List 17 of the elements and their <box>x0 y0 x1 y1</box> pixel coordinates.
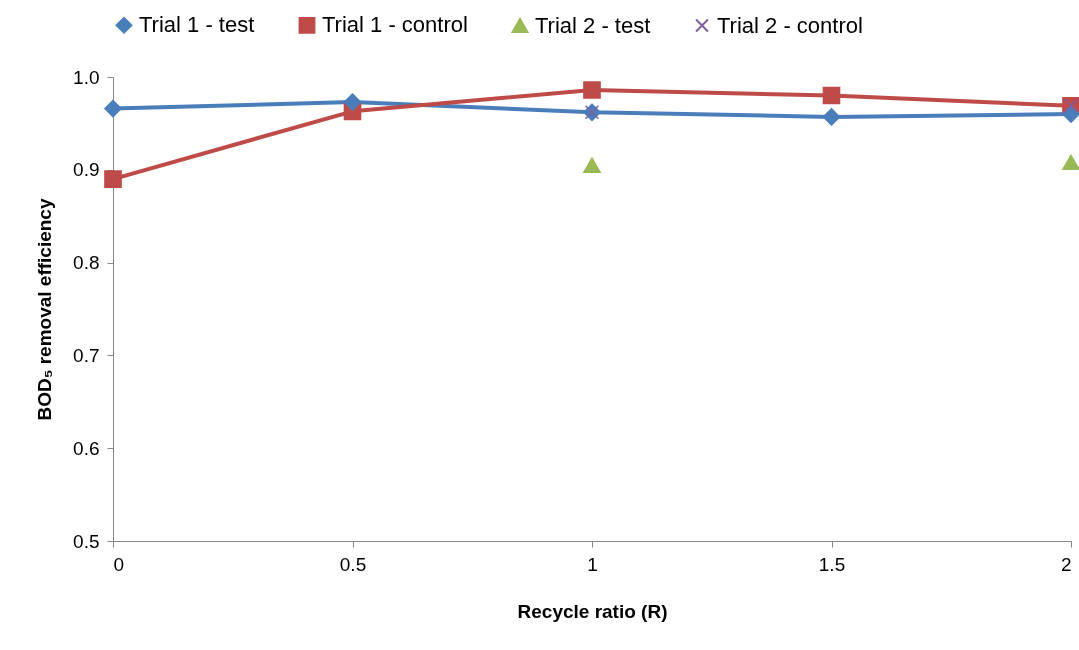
x-tick-label: 2 <box>1060 553 1072 575</box>
x-tick-label: 1 <box>587 553 598 575</box>
y-tick-label: 1.0 <box>73 66 100 88</box>
y-tick-label: 0.9 <box>73 159 100 181</box>
legend-label: Trial 2 - control <box>717 12 863 38</box>
y-axis-title: BOD₅ removal efficiency <box>34 198 56 421</box>
x-tick-label: 1.5 <box>818 553 846 575</box>
y-tick-label: 0.7 <box>73 344 100 366</box>
x-axis-title: Recycle ratio (R) <box>517 600 668 622</box>
y-tick-label: 0.6 <box>73 437 100 459</box>
y-tick-label: 0.5 <box>73 530 100 552</box>
legend-label: Trial 1 - test <box>139 12 255 38</box>
legend-label: Trial 2 - test <box>535 12 651 38</box>
x-tick-label: 0.5 <box>339 553 367 575</box>
legend-label: Trial 1 - control <box>322 12 468 38</box>
y-tick-label: 0.8 <box>73 252 100 274</box>
x-tick-label: 0 <box>113 553 125 575</box>
